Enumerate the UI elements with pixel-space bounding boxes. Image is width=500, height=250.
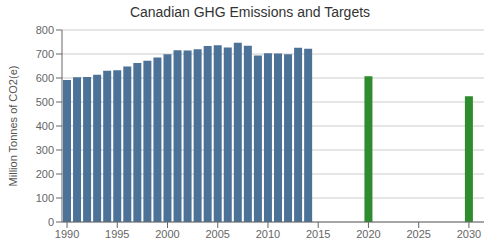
svg-text:2020: 2020 xyxy=(356,228,380,240)
svg-text:1990: 1990 xyxy=(55,228,79,240)
svg-text:500: 500 xyxy=(36,96,54,108)
svg-text:2010: 2010 xyxy=(256,228,280,240)
svg-text:200: 200 xyxy=(36,168,54,180)
svg-text:300: 300 xyxy=(36,144,54,156)
svg-text:2000: 2000 xyxy=(155,228,179,240)
svg-text:800: 800 xyxy=(36,24,54,36)
svg-text:2025: 2025 xyxy=(406,228,430,240)
svg-text:2015: 2015 xyxy=(306,228,330,240)
svg-text:100: 100 xyxy=(36,192,54,204)
svg-text:700: 700 xyxy=(36,48,54,60)
svg-text:400: 400 xyxy=(36,120,54,132)
svg-text:2030: 2030 xyxy=(457,228,481,240)
html-text:Canadian GHG Emissions and Tar: Canadian GHG Emissions and Targets xyxy=(129,4,371,20)
svg-text:1995: 1995 xyxy=(105,228,129,240)
svg-text:Million Tonnes of CO2(e): Million Tonnes of CO2(e) xyxy=(8,66,19,187)
svg-text:600: 600 xyxy=(36,72,54,84)
svg-text:0: 0 xyxy=(48,216,54,228)
svg-text:2005: 2005 xyxy=(205,228,229,240)
